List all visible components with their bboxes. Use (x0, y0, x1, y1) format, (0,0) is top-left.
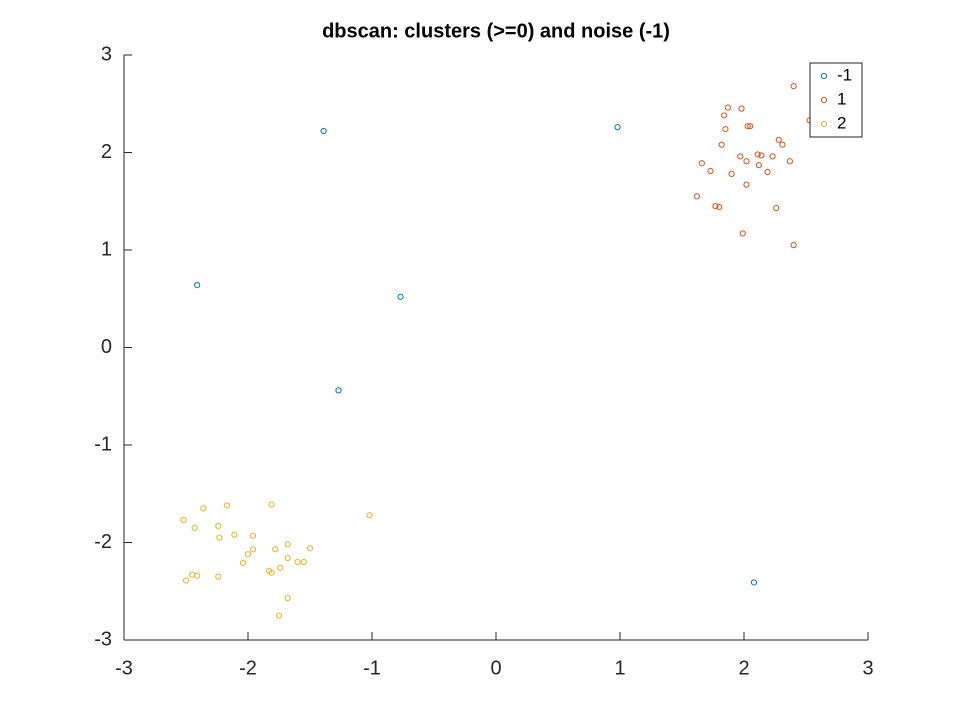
point (366, 512, 373, 519)
point (755, 162, 762, 169)
point (275, 612, 283, 619)
point (724, 104, 731, 111)
point (773, 204, 780, 212)
x-tick-label: 3 (862, 657, 873, 679)
point (306, 545, 314, 552)
point (764, 168, 771, 176)
x-tick-label: 1 (614, 657, 625, 679)
point (335, 387, 342, 394)
chart-title: dbscan: clusters (>=0) and noise (-1) (322, 20, 670, 42)
point (215, 522, 222, 530)
point (194, 572, 201, 579)
legend-box (809, 62, 863, 138)
point (790, 242, 797, 249)
point (721, 112, 728, 119)
legend-marker (820, 96, 828, 104)
point (397, 293, 404, 300)
y-tick-label: 0 (101, 336, 112, 358)
point (775, 136, 782, 143)
point (693, 193, 700, 200)
point (737, 153, 744, 160)
point (722, 126, 729, 133)
x-tick-label: -1 (363, 657, 381, 679)
legend-label: 1 (837, 89, 846, 108)
point (747, 123, 754, 130)
point (786, 158, 793, 165)
point (718, 141, 725, 148)
point (194, 282, 201, 289)
point (320, 127, 327, 135)
x-tick-label: 2 (738, 657, 749, 679)
point (743, 181, 750, 188)
point (223, 502, 231, 509)
point (294, 558, 301, 566)
y-tick-label: -1 (94, 433, 112, 455)
point (284, 594, 291, 602)
point (215, 573, 222, 580)
point (769, 153, 776, 160)
legend-marker (820, 120, 828, 128)
legend-label: -1 (837, 65, 852, 84)
y-tick-label: -3 (94, 628, 112, 650)
point (712, 203, 719, 210)
point (744, 123, 751, 130)
point (707, 167, 714, 175)
point (758, 152, 765, 159)
point (200, 505, 207, 512)
point (284, 541, 291, 548)
point (754, 151, 761, 158)
y-tick-label: 1 (101, 238, 112, 260)
point (779, 141, 786, 148)
y-tick-label: -2 (94, 531, 112, 553)
point (716, 204, 723, 211)
point (231, 531, 238, 538)
x-tick-label: -2 (239, 657, 257, 679)
point (180, 516, 187, 524)
point (790, 83, 797, 90)
point (698, 160, 705, 167)
x-tick-label: -3 (115, 657, 133, 679)
legend-label: 2 (837, 113, 846, 132)
point (182, 577, 190, 584)
point (272, 546, 279, 553)
point (268, 569, 275, 576)
point (249, 546, 257, 553)
point (739, 230, 746, 237)
point (738, 105, 745, 112)
point (249, 532, 257, 539)
point (728, 170, 735, 178)
point (750, 579, 758, 586)
point (284, 555, 291, 562)
point (277, 564, 284, 571)
point (216, 534, 223, 541)
point (268, 501, 275, 508)
point (743, 158, 750, 165)
point (300, 558, 307, 566)
point (191, 524, 198, 531)
point (239, 559, 247, 567)
point (614, 124, 621, 131)
point (244, 551, 252, 558)
x-tick-label: 0 (490, 657, 501, 679)
legend-marker (820, 72, 828, 80)
y-tick-label: 3 (101, 43, 112, 65)
y-tick-label: 2 (101, 141, 112, 163)
